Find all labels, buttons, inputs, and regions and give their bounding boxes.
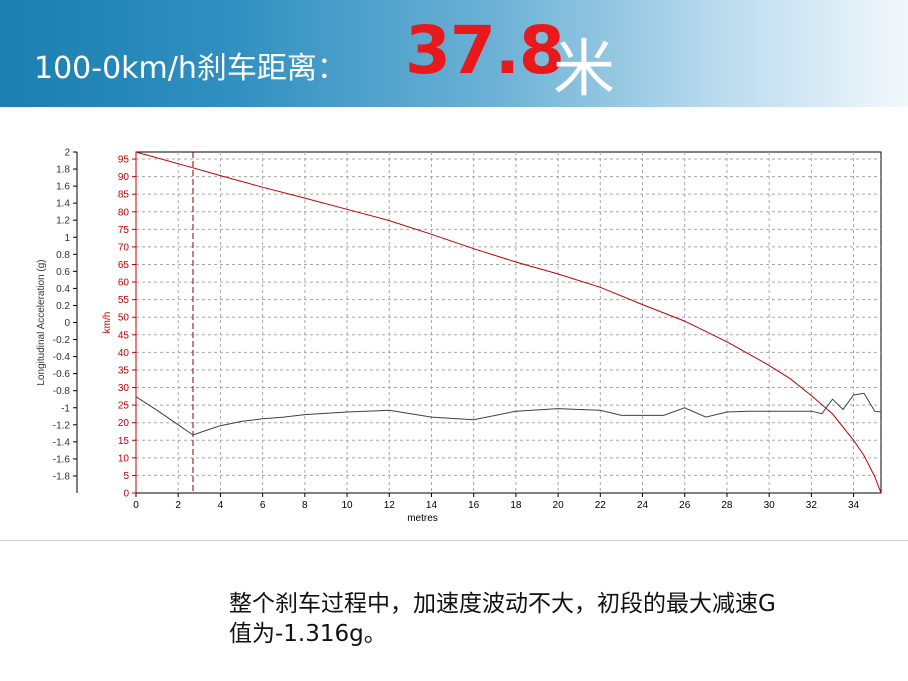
speed-tick-label: 60	[118, 278, 130, 289]
x-tick-label: 32	[806, 500, 818, 511]
acceleration-series-line	[135, 392, 882, 436]
x-tick-label: 2	[175, 500, 181, 511]
speed-tick-label: 20	[118, 418, 130, 429]
accel-axis-label: Longitudinal Acceleration (g)	[36, 259, 47, 385]
x-tick-label: 16	[468, 500, 480, 511]
speed-tick-label: 15	[118, 436, 130, 447]
accel-tick-label: -0.4	[53, 352, 71, 363]
braking-chart: 0 2 4 6 8 10 12 14 16 18 20 22 24 26 28 30 32 34051015202…	[36, 148, 882, 524]
accel-tick-label: -0.6	[53, 369, 71, 380]
speed-tick-label: 55	[118, 295, 130, 306]
x-axis-label: metres	[407, 513, 438, 524]
speed-tick-label: 90	[118, 172, 130, 183]
x-tick-label: 10	[341, 500, 353, 511]
page-title: 100-0km/h刹车距离：	[34, 51, 347, 86]
accel-tick-label: -0.8	[53, 386, 71, 397]
x-tick-label: 4	[218, 500, 224, 511]
speed-tick-label: 35	[118, 365, 130, 376]
braking-distance-value: 37.8	[405, 12, 565, 89]
speed-axis-label: km/h	[102, 312, 113, 334]
x-tick-label: 0	[133, 500, 139, 511]
x-tick-label: 24	[637, 500, 649, 511]
accel-tick-label: 2	[64, 148, 70, 159]
accel-tick-label: -1.4	[53, 437, 71, 448]
x-tick-label: 12	[384, 500, 396, 511]
accel-tick-label: 1.2	[56, 216, 70, 227]
accel-tick-label: 1.6	[56, 182, 70, 193]
accel-tick-label: 0	[64, 318, 70, 329]
accel-tick-label: 1	[64, 233, 70, 244]
speed-tick-label: 25	[118, 401, 130, 412]
header-banner: 100-0km/h刹车距离： 37.8 米	[0, 0, 908, 107]
braking-distance-unit: 米	[553, 32, 616, 105]
accel-tick-label: 0.6	[56, 267, 70, 278]
accel-tick-label: 1.4	[56, 199, 70, 210]
x-tick-label: 30	[764, 500, 776, 511]
speed-tick-label: 45	[118, 330, 130, 341]
speed-tick-label: 10	[118, 453, 130, 464]
caption-line-1: 整个刹车过程中，加速度波动不大，初段的最大减速G	[229, 591, 776, 617]
speed-tick-label: 75	[118, 225, 130, 236]
speed-tick-label: 50	[118, 313, 130, 324]
speed-tick-label: 5	[123, 471, 129, 482]
x-tick-label: 18	[510, 500, 522, 511]
accel-tick-label: -1	[61, 403, 70, 414]
speed-tick-label: 65	[118, 260, 130, 271]
x-tick-label: 6	[260, 500, 266, 511]
x-tick-label: 14	[426, 500, 438, 511]
speed-tick-label: 80	[118, 207, 130, 218]
x-tick-label: 34	[848, 500, 860, 511]
accel-tick-label: 1.8	[56, 165, 70, 176]
accel-tick-label: -1.6	[53, 454, 71, 465]
accel-tick-label: -1.2	[53, 420, 71, 431]
chart-panel: 0 2 4 6 8 10 12 14 16 18 20 22 24 26 28 30 32 34 0 5 10 15 20 2…	[0, 137, 908, 541]
speed-series-line	[135, 151, 882, 494]
x-tick-label: 22	[595, 500, 607, 511]
x-tick-label: 8	[302, 500, 308, 511]
speed-tick-label: 70	[118, 242, 130, 253]
speed-tick-label: 40	[118, 348, 130, 359]
speed-tick-label: 30	[118, 383, 130, 394]
speed-tick-label: 0	[123, 489, 129, 500]
caption-line-2: 值为-1.316g。	[229, 621, 387, 647]
x-tick-label: 26	[679, 500, 691, 511]
accel-tick-label: -1.8	[53, 471, 71, 482]
x-tick-label: 28	[721, 500, 733, 511]
plot-frame	[135, 151, 882, 494]
speed-tick-label: 85	[118, 190, 130, 201]
accel-tick-label: 0.4	[56, 284, 70, 295]
accel-tick-label: 0.8	[56, 250, 70, 261]
accel-tick-label: 0.2	[56, 301, 70, 312]
accel-tick-label: -0.2	[53, 335, 71, 346]
speed-tick-label: 95	[118, 155, 130, 166]
caption: 整个刹车过程中，加速度波动不大，初段的最大减速G 值为-1.316g。	[229, 589, 904, 649]
x-tick-label: 20	[553, 500, 565, 511]
